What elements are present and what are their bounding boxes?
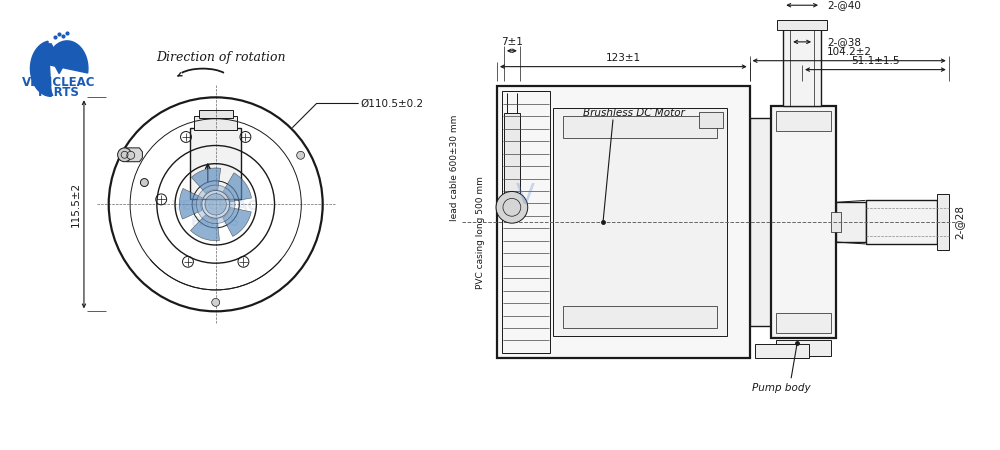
Text: 2-@40: 2-@40 [827, 0, 861, 10]
Wedge shape [223, 173, 252, 202]
Circle shape [797, 328, 805, 336]
Text: 115.5±2: 115.5±2 [71, 182, 81, 227]
Text: VEHICLEAC
PARTS: VEHICLEAC PARTS [172, 199, 259, 230]
Circle shape [297, 151, 305, 159]
Text: 2-@38: 2-@38 [827, 37, 861, 47]
Bar [504, 113, 520, 202]
Bar [937, 194, 949, 250]
Text: lead cable 600±30 mm: lead cable 600±30 mm [450, 114, 459, 221]
Text: PVC casing long 500 mm: PVC casing long 500 mm [476, 176, 485, 288]
Circle shape [205, 194, 226, 215]
Text: PARTS: PARTS [38, 86, 80, 99]
Bar [771, 106, 836, 338]
Bar [190, 128, 241, 199]
Text: VEHICLEAC
PARTS: VEHICLEAC PARTS [622, 198, 734, 237]
Text: 2-@28: 2-@28 [955, 205, 965, 239]
Bar [866, 200, 937, 244]
Bar [836, 202, 866, 242]
Polygon shape [43, 44, 75, 73]
Bar [777, 20, 827, 30]
Wedge shape [179, 189, 202, 219]
Text: 7±1: 7±1 [501, 37, 523, 47]
Wedge shape [223, 207, 251, 236]
Bar [750, 118, 771, 326]
Text: 104.2±2: 104.2±2 [827, 47, 872, 57]
Polygon shape [47, 41, 88, 73]
Circle shape [118, 148, 131, 162]
Circle shape [212, 298, 220, 306]
Circle shape [196, 185, 235, 224]
Bar [831, 212, 841, 232]
Bar [776, 111, 831, 131]
Bar [553, 108, 727, 336]
Bar [502, 91, 550, 353]
Circle shape [140, 179, 148, 186]
Bar [563, 306, 717, 328]
Bar [199, 110, 233, 118]
Text: Pump body: Pump body [752, 382, 811, 393]
Text: V: V [516, 182, 535, 210]
Text: Ø110.5±0.2: Ø110.5±0.2 [360, 99, 423, 108]
Polygon shape [30, 41, 51, 96]
Text: Direction of rotation: Direction of rotation [156, 51, 285, 64]
Text: Brushless DC Motor: Brushless DC Motor [583, 108, 685, 118]
Circle shape [496, 191, 528, 223]
Bar [699, 112, 723, 128]
Polygon shape [127, 148, 142, 162]
Bar [194, 116, 237, 130]
Bar [563, 116, 717, 138]
Circle shape [797, 108, 805, 116]
Bar [776, 340, 831, 356]
Wedge shape [191, 168, 221, 193]
Bar [497, 86, 750, 358]
Bar [776, 313, 831, 333]
Text: 51.1±1.5: 51.1±1.5 [851, 56, 900, 66]
Bar [783, 27, 821, 106]
Wedge shape [190, 215, 220, 241]
Text: 123±1: 123±1 [606, 53, 641, 63]
Bar [755, 344, 809, 358]
Text: VEHICLEAC: VEHICLEAC [22, 76, 96, 89]
Circle shape [127, 151, 135, 159]
